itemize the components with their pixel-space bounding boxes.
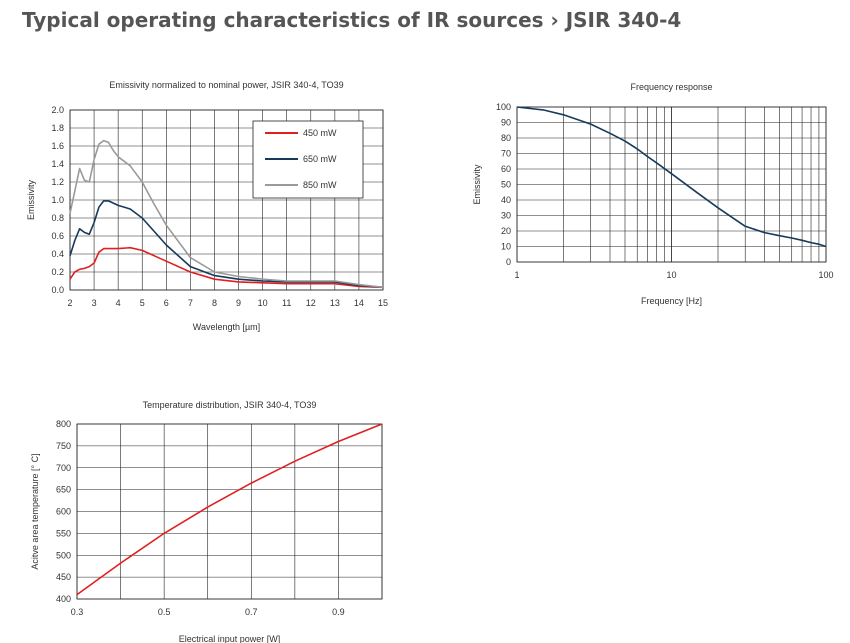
series-line-450-mw bbox=[69, 246, 384, 289]
y-tick-label: 50 bbox=[501, 180, 511, 190]
y-tick-label: 1.4 bbox=[51, 159, 64, 169]
legend-entry: 850 mW bbox=[303, 180, 337, 190]
x-tick-label: 0.9 bbox=[332, 607, 345, 617]
y-tick-label: 90 bbox=[501, 118, 511, 128]
series-line-850-mw bbox=[69, 139, 384, 289]
x-tick-label: 9 bbox=[236, 298, 241, 308]
x-tick-label: 13 bbox=[330, 298, 340, 308]
x-tick-label: 0.5 bbox=[158, 607, 171, 617]
x-tick-label: 10 bbox=[666, 270, 676, 280]
y-tick-label: 0 bbox=[506, 257, 511, 267]
x-axis-label: Electrical input power [W] bbox=[179, 634, 281, 643]
frequency-response-chart: 0 10 20 30 40 50 60 70 80 90 100 1 10 100 Frequency re… bbox=[450, 70, 850, 320]
chart-title: Emissivity normalized to nominal power, … bbox=[109, 80, 343, 90]
y-tick-label: 40 bbox=[501, 195, 511, 205]
x-tick-label: 6 bbox=[164, 298, 169, 308]
x-tick-label: 4 bbox=[116, 298, 121, 308]
grid-lines bbox=[76, 423, 383, 600]
y-tick-label: 450 bbox=[56, 572, 71, 582]
y-axis-label: Acitve area temperature [° C] bbox=[30, 453, 40, 569]
y-axis-label: Emissivity bbox=[26, 180, 36, 220]
x-tick-label: 11 bbox=[282, 298, 291, 308]
x-tick-label: 2 bbox=[67, 298, 72, 308]
x-axis-label: Wavelength [µm] bbox=[193, 322, 260, 332]
x-tick-label: 15 bbox=[378, 298, 388, 308]
y-tick-label: 60 bbox=[501, 164, 511, 174]
y-tick-label: 650 bbox=[56, 485, 71, 495]
chart-title: Frequency response bbox=[630, 82, 712, 92]
x-tick-label: 5 bbox=[140, 298, 145, 308]
y-tick-label: 100 bbox=[496, 102, 511, 112]
x-tick-label: 1 bbox=[514, 270, 519, 280]
y-tick-label: 0.0 bbox=[51, 285, 64, 295]
emissivity-chart-svg: 0.0 0.2 0.4 0.6 0.8 1.0 1.2 1.4 1.6 1.8 2.0 2 3 4 5 6 7 8… bbox=[26, 80, 388, 332]
y-tick-label: 600 bbox=[56, 507, 71, 517]
y-tick-label: 10 bbox=[501, 242, 511, 252]
y-tick-label: 1.0 bbox=[51, 195, 64, 205]
y-tick-label: 700 bbox=[56, 463, 71, 473]
x-tick-label: 0.3 bbox=[71, 607, 84, 617]
y-tick-label: 2.0 bbox=[51, 105, 64, 115]
series-line-1 bbox=[76, 423, 383, 596]
chart-legend: 450 mW 650 mW 850 mW bbox=[252, 120, 364, 199]
y-tick-label: 750 bbox=[56, 441, 71, 451]
plot-frame bbox=[76, 423, 383, 600]
y-tick-label: 500 bbox=[56, 550, 71, 560]
page-title: Typical operating characteristics of IR … bbox=[22, 8, 682, 32]
x-axis-label: Frequency [Hz] bbox=[641, 296, 702, 306]
emissivity-chart: 0.0 0.2 0.4 0.6 0.8 1.0 1.2 1.4 1.6 1.8 2.0 2 3 4 5 6 7 8… bbox=[0, 70, 420, 345]
legend-entry: 650 mW bbox=[303, 154, 337, 164]
chart-title: Temperature distribution, JSIR 340-4, TO… bbox=[143, 400, 317, 410]
plot-frame bbox=[69, 109, 384, 291]
y-tick-label: 1.8 bbox=[51, 123, 64, 133]
x-tick-label: 8 bbox=[212, 298, 217, 308]
legend-entry: 450 mW bbox=[303, 128, 337, 138]
y-tick-label: 0.4 bbox=[51, 249, 64, 259]
y-tick-label: 80 bbox=[501, 133, 511, 143]
y-tick-label: 20 bbox=[501, 226, 511, 236]
y-tick-label: 800 bbox=[56, 419, 71, 429]
y-tick-label: 400 bbox=[56, 594, 71, 604]
x-tick-label: 0.7 bbox=[245, 607, 258, 617]
plot-frame bbox=[516, 106, 827, 263]
x-tick-label: 10 bbox=[258, 298, 268, 308]
y-tick-label: 70 bbox=[501, 149, 511, 159]
y-tick-label: 0.6 bbox=[51, 231, 64, 241]
y-tick-label: 30 bbox=[501, 211, 511, 221]
x-tick-label: 14 bbox=[354, 298, 364, 308]
x-tick-label: 12 bbox=[306, 298, 316, 308]
temperature-chart: 400 450 500 550 600 650 700 750 800 0.3 0.5 0.7 0.9 T… bbox=[0, 390, 420, 643]
temperature-chart-svg: 400 450 500 550 600 650 700 750 800 0.3 0.5 0.7 0.9 T… bbox=[30, 400, 383, 643]
y-tick-label: 1.6 bbox=[51, 141, 64, 151]
x-tick-label: 7 bbox=[188, 298, 193, 308]
series-line-650-mw bbox=[69, 200, 384, 289]
x-tick-label: 3 bbox=[92, 298, 97, 308]
series-line-1 bbox=[516, 106, 827, 248]
y-tick-label: 0.2 bbox=[51, 267, 64, 277]
y-tick-label: 1.2 bbox=[51, 177, 64, 187]
grid-lines bbox=[516, 106, 827, 263]
y-tick-label: 550 bbox=[56, 528, 71, 538]
x-tick-label: 100 bbox=[818, 270, 833, 280]
y-axis-label: Emissivity bbox=[472, 164, 482, 204]
y-tick-label: 0.8 bbox=[51, 213, 64, 223]
